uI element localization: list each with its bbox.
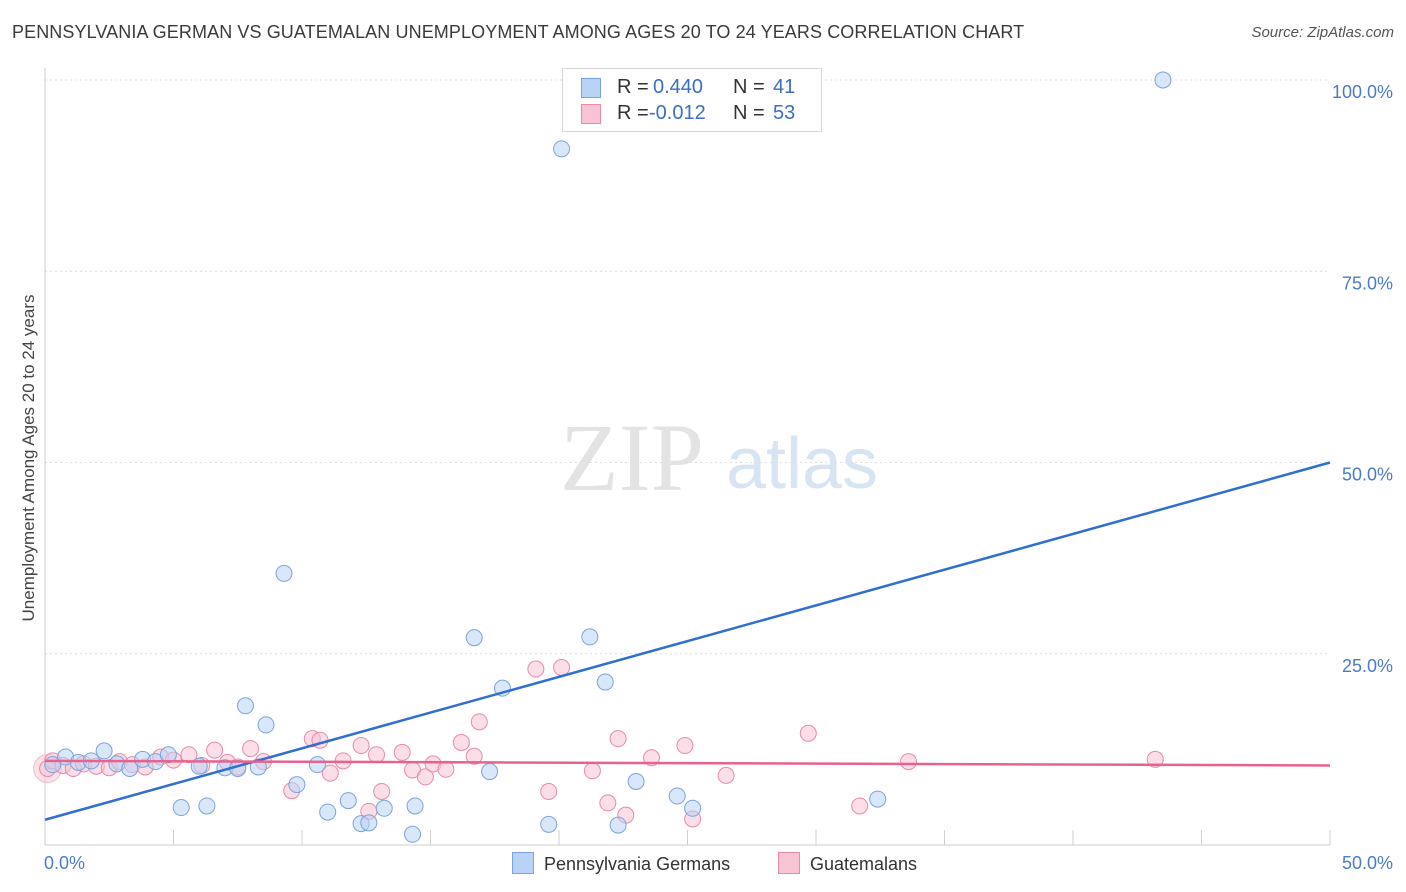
blue-swatch — [581, 78, 601, 98]
pennsylvania-germans-point — [172, 799, 190, 817]
guatemalans-trend — [44, 759, 1331, 767]
trend-lines — [44, 461, 1331, 821]
y-tick-labels: 25.0% 50.0% 75.0% 100.0% — [1332, 82, 1393, 676]
guatemalans-point — [527, 660, 545, 678]
pennsylvania-germans-point — [1154, 71, 1172, 89]
guatemalans-point — [416, 768, 434, 786]
x-tick-label-min: 0.0% — [44, 853, 85, 873]
n-label: N = — [733, 102, 765, 124]
guatemalans-point — [851, 797, 869, 815]
legend-item-guatemalans: Guatemalans — [778, 852, 917, 875]
pennsylvania-germans-point — [869, 790, 887, 808]
y-tick-label: 25.0% — [1342, 656, 1393, 676]
chart-title: PENNSYLVANIA GERMAN VS GUATEMALAN UNEMPL… — [12, 22, 1025, 42]
guatemalans-point — [352, 737, 370, 755]
x-tick-label-max: 50.0% — [1342, 853, 1393, 873]
guatemalans-point — [676, 737, 694, 755]
pennsylvania-germans-point — [236, 697, 254, 715]
pennsylvania-germans-point — [95, 742, 113, 760]
guatemalans-point — [452, 733, 470, 751]
pennsylvania-germans-point — [275, 564, 293, 582]
guatemalans-point — [540, 782, 558, 800]
pennsylvania-germans-point — [627, 773, 645, 791]
pennsylvania-germans-point — [684, 799, 702, 817]
pennsylvania-germans-point — [553, 140, 571, 158]
pennsylvania-germans-point — [404, 825, 422, 843]
guatemalans-point — [900, 753, 918, 771]
pennsylvania-germans-point — [360, 814, 378, 832]
pennsylvania-germans-point — [465, 629, 483, 647]
guatemalans-point — [583, 762, 601, 780]
n-value: 53 — [773, 102, 796, 124]
watermark-atlas: atlas — [726, 424, 878, 504]
source-label: Source: ZipAtlas.com — [1251, 24, 1394, 41]
legend-item-pennsylvania-germans: Pennsylvania Germans — [512, 852, 730, 875]
pennsylvania-germans-trend — [44, 461, 1331, 821]
n-label: N = — [733, 76, 765, 98]
guatemalans-point — [206, 741, 224, 759]
x-tick-labels: 0.0% 50.0% — [44, 853, 1393, 873]
guatemalans-point — [368, 746, 386, 764]
legend-label: Guatemalans — [810, 854, 918, 874]
r-label: R = — [617, 102, 649, 124]
guatemalans-point — [242, 740, 260, 758]
guatemalans-point — [609, 730, 627, 748]
legend-swatch-pink — [778, 852, 800, 874]
guatemalans-point — [180, 746, 198, 764]
watermark: ZIP atlas — [560, 404, 878, 511]
n-value: 41 — [773, 76, 796, 98]
pennsylvania-germans-point — [198, 797, 216, 815]
grid-lines — [45, 79, 1330, 655]
guatemalans-point — [465, 747, 483, 765]
pink-swatch — [581, 104, 601, 124]
guatemalans-point — [553, 659, 571, 677]
y-tick-label: 75.0% — [1342, 273, 1393, 293]
pennsylvania-germans-point — [375, 799, 393, 817]
pennsylvania-germans-point — [308, 756, 326, 774]
stats-legend: R = 0.440 N = 41 R = -0.012 N = 53 — [562, 68, 822, 132]
pennsylvania-germans-point — [481, 763, 499, 781]
pennsylvania-germans-point — [406, 797, 424, 815]
pennsylvania-germans-point — [319, 803, 337, 821]
pennsylvania-germans-point — [249, 758, 267, 776]
pennsylvania-germans-point — [257, 716, 275, 734]
guatemalans-point — [321, 764, 339, 782]
pennsylvania-germans-point — [668, 787, 686, 805]
guatemalans-point — [799, 724, 817, 742]
pennsylvania-germans-point — [159, 746, 177, 764]
pennsylvania-germans-point — [540, 815, 558, 833]
y-tick-label: 50.0% — [1342, 465, 1393, 485]
pennsylvania-germans-point — [581, 628, 599, 646]
pennsylvania-germans-point — [288, 776, 306, 794]
y-tick-label: 100.0% — [1332, 82, 1393, 102]
pennsylvania-germans-point — [339, 792, 357, 810]
legend-label: Pennsylvania Germans — [544, 854, 731, 874]
guatemalans-point — [393, 743, 411, 761]
pennsylvania-germans-point — [596, 673, 614, 691]
pennsylvania-germans-points — [44, 71, 1172, 843]
guatemalans-point — [470, 713, 488, 731]
guatemalans-point — [599, 794, 617, 812]
x-ticks — [173, 830, 1331, 845]
r-value: -0.012 — [649, 102, 706, 124]
guatemalans-point — [373, 782, 391, 800]
r-label: R = — [617, 76, 649, 98]
r-value: 0.440 — [653, 76, 704, 98]
pennsylvania-germans-point — [609, 816, 627, 834]
guatemalans-point — [437, 760, 455, 778]
guatemalans-point — [1146, 750, 1164, 768]
guatemalans-point — [717, 766, 735, 784]
watermark-zip: ZIP — [560, 404, 704, 511]
legend-swatch-blue — [512, 852, 534, 874]
